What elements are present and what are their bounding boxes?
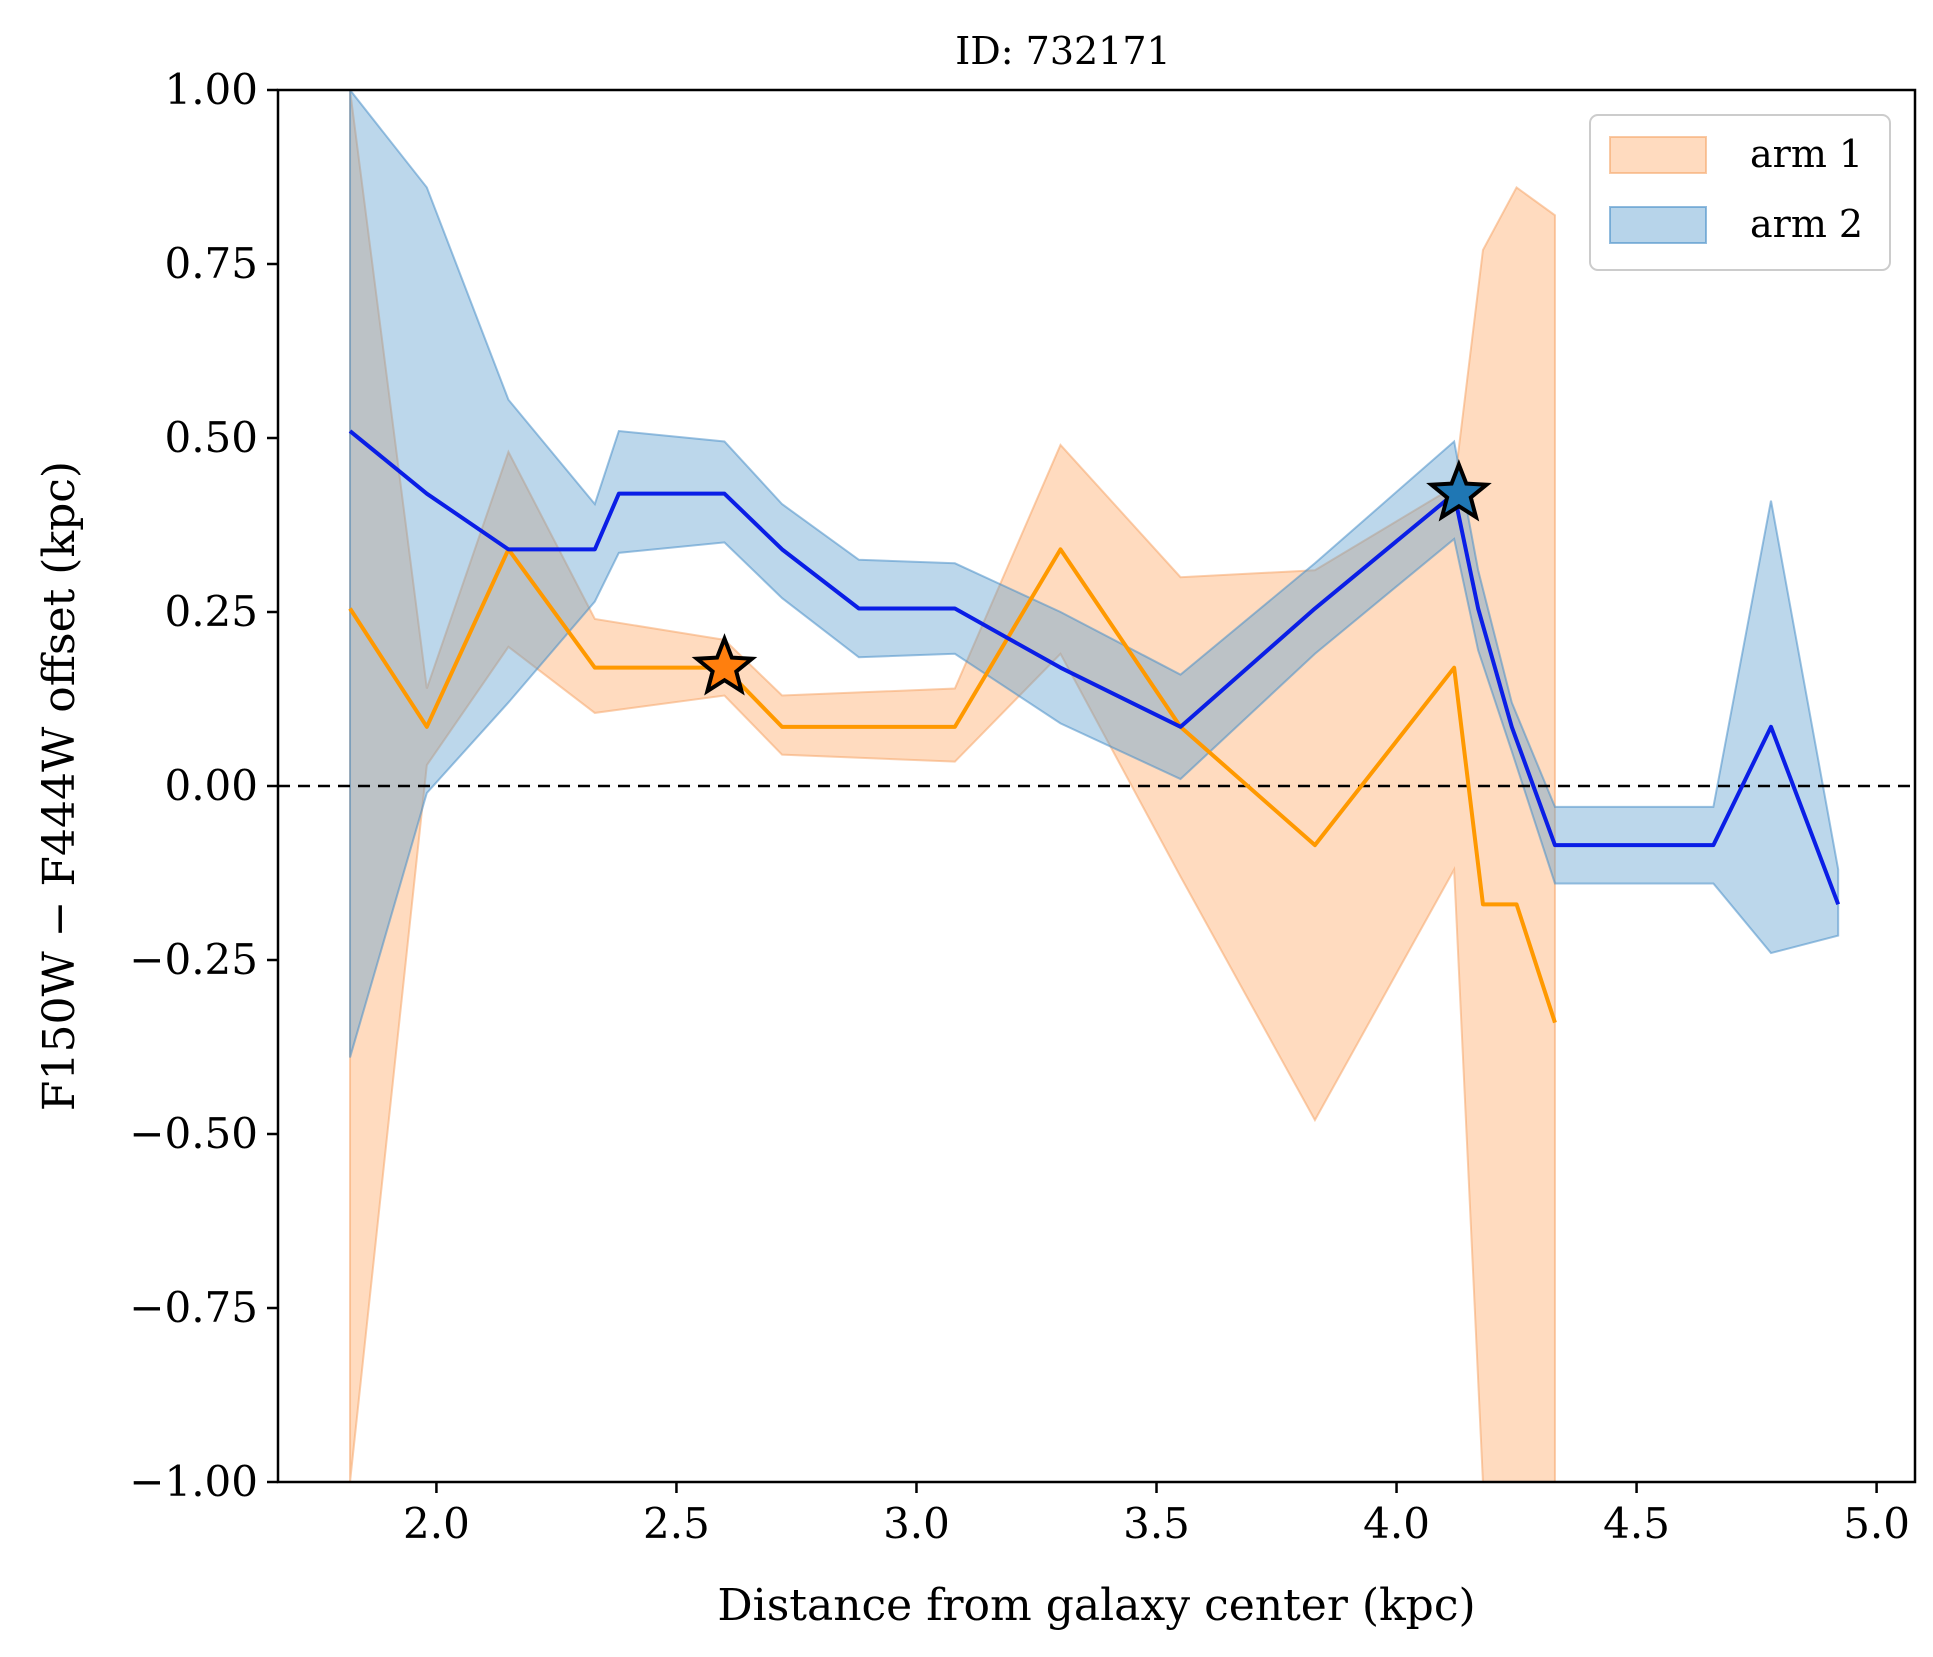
series-lines (348, 429, 1841, 1024)
x-tick-label: 3.5 (1123, 1499, 1190, 1548)
band-arm-2 (349, 90, 1840, 1058)
x-axis-ticks: 2.0 2.5 3.0 3.5 4.0 4.5 5.0 (403, 1482, 1910, 1548)
y-tick-label: 0.25 (164, 587, 258, 636)
x-tick-label: 2.0 (403, 1499, 470, 1548)
y-tick-label: 0.00 (164, 761, 258, 810)
x-axis-label: Distance from galaxy center (kpc) (717, 1580, 1475, 1631)
star-markers (691, 459, 1492, 696)
legend-box (1589, 114, 1891, 271)
y-tick-label: −0.25 (129, 935, 258, 984)
legend: arm 1 arm 2 (1589, 114, 1891, 271)
legend-swatch (1609, 136, 1707, 174)
y-tick-label: −0.75 (129, 1283, 258, 1332)
star-marker-arm-1 (691, 633, 758, 696)
chart-title: ID: 732171 (955, 29, 1170, 73)
y-axis-label: F150W − F444W offset (kpc) (34, 461, 85, 1111)
x-tick-label: 2.5 (643, 1499, 710, 1548)
legend-label: arm 2 (1750, 202, 1863, 246)
legend-swatch (1609, 206, 1707, 244)
y-tick-label: 1.00 (164, 65, 258, 114)
error-bands (349, 90, 1840, 1482)
y-tick-label: 0.75 (164, 239, 258, 288)
y-tick-label: −0.50 (129, 1109, 258, 1158)
x-tick-label: 4.0 (1363, 1499, 1430, 1548)
y-tick-label: 0.50 (164, 413, 258, 462)
y-axis-ticks: −1.00 −0.75 −0.50 −0.25 0.00 0.25 0.50 0.75 1.00 (129, 65, 278, 1506)
star-marker-arm-2 (1426, 459, 1492, 522)
line-arm-2 (348, 429, 1841, 906)
x-tick-label: 4.5 (1603, 1499, 1670, 1548)
band-arm-1 (349, 90, 1556, 1482)
legend-label: arm 1 (1750, 132, 1863, 176)
x-tick-label: 5.0 (1843, 1499, 1910, 1548)
y-tick-label: −1.00 (129, 1457, 258, 1506)
x-tick-label: 3.0 (883, 1499, 950, 1548)
